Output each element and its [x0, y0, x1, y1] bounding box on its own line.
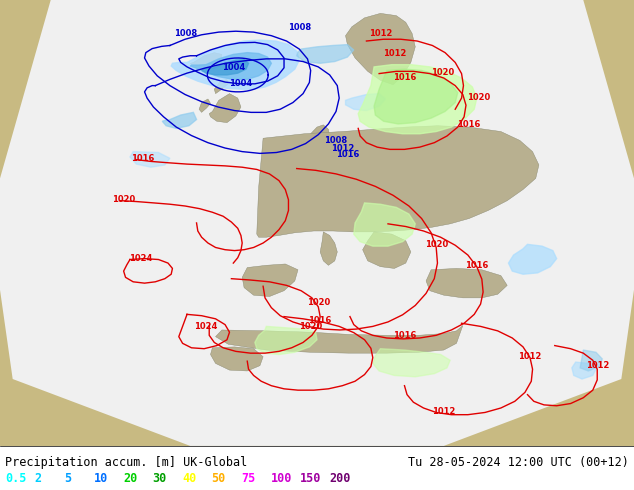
- Polygon shape: [130, 151, 170, 167]
- Polygon shape: [216, 325, 463, 353]
- Text: 1012: 1012: [331, 144, 354, 153]
- Text: 0.5: 0.5: [5, 472, 27, 485]
- Text: 10: 10: [94, 472, 108, 485]
- Polygon shape: [214, 79, 228, 94]
- Text: 1020: 1020: [425, 241, 448, 249]
- Text: 1012: 1012: [586, 361, 609, 370]
- Polygon shape: [190, 52, 271, 79]
- Text: 5: 5: [64, 472, 71, 485]
- Text: 1008: 1008: [174, 29, 197, 38]
- Polygon shape: [209, 94, 241, 122]
- Polygon shape: [210, 347, 263, 371]
- Text: 1008: 1008: [288, 24, 311, 32]
- Polygon shape: [311, 125, 330, 146]
- Text: 50: 50: [212, 472, 226, 485]
- Polygon shape: [255, 326, 317, 354]
- Polygon shape: [202, 60, 249, 75]
- Polygon shape: [572, 362, 596, 379]
- Polygon shape: [257, 126, 539, 237]
- Text: 1020: 1020: [299, 322, 322, 331]
- Polygon shape: [426, 269, 507, 298]
- Polygon shape: [320, 232, 337, 265]
- Text: 1012: 1012: [369, 29, 392, 38]
- Polygon shape: [242, 264, 298, 296]
- Text: 1020: 1020: [431, 68, 454, 77]
- Text: Tu 28-05-2024 12:00 UTC (00+12): Tu 28-05-2024 12:00 UTC (00+12): [408, 456, 629, 468]
- Text: 1024: 1024: [195, 322, 217, 331]
- Text: 1008: 1008: [325, 136, 347, 145]
- Text: 1016: 1016: [131, 154, 154, 164]
- Polygon shape: [354, 203, 415, 246]
- Text: 1004: 1004: [222, 63, 245, 73]
- Polygon shape: [346, 13, 415, 85]
- Polygon shape: [0, 0, 634, 446]
- Polygon shape: [358, 65, 477, 134]
- Text: 100: 100: [271, 472, 292, 485]
- Text: 75: 75: [241, 472, 256, 485]
- Text: 1004: 1004: [230, 78, 252, 88]
- Polygon shape: [297, 45, 354, 63]
- Polygon shape: [374, 69, 458, 124]
- Text: 1016: 1016: [458, 120, 481, 129]
- Polygon shape: [190, 52, 222, 68]
- Text: 200: 200: [330, 472, 351, 485]
- Text: 1024: 1024: [129, 254, 152, 263]
- Text: 1012: 1012: [432, 407, 455, 416]
- Text: 1020: 1020: [307, 298, 330, 307]
- Text: 2: 2: [35, 472, 42, 485]
- Text: 1020: 1020: [467, 93, 490, 102]
- Text: Precipitation accum. [m] UK-Global: Precipitation accum. [m] UK-Global: [5, 456, 247, 468]
- Polygon shape: [162, 112, 197, 128]
- Text: 40: 40: [182, 472, 197, 485]
- Text: 1012: 1012: [383, 49, 406, 58]
- Polygon shape: [508, 245, 557, 274]
- Text: 1016: 1016: [393, 74, 416, 82]
- Polygon shape: [346, 94, 385, 111]
- Text: 1020: 1020: [112, 195, 135, 203]
- Polygon shape: [199, 99, 210, 112]
- Text: 1016: 1016: [393, 331, 416, 340]
- Text: 30: 30: [153, 472, 167, 485]
- Polygon shape: [373, 349, 450, 377]
- Text: 1016: 1016: [336, 150, 359, 159]
- Text: 1016: 1016: [465, 262, 488, 270]
- Text: 20: 20: [123, 472, 138, 485]
- Text: 1012: 1012: [518, 352, 541, 361]
- Polygon shape: [171, 40, 299, 89]
- Polygon shape: [363, 232, 411, 269]
- Polygon shape: [580, 350, 602, 371]
- Text: 1016: 1016: [309, 316, 332, 325]
- Text: 150: 150: [300, 472, 321, 485]
